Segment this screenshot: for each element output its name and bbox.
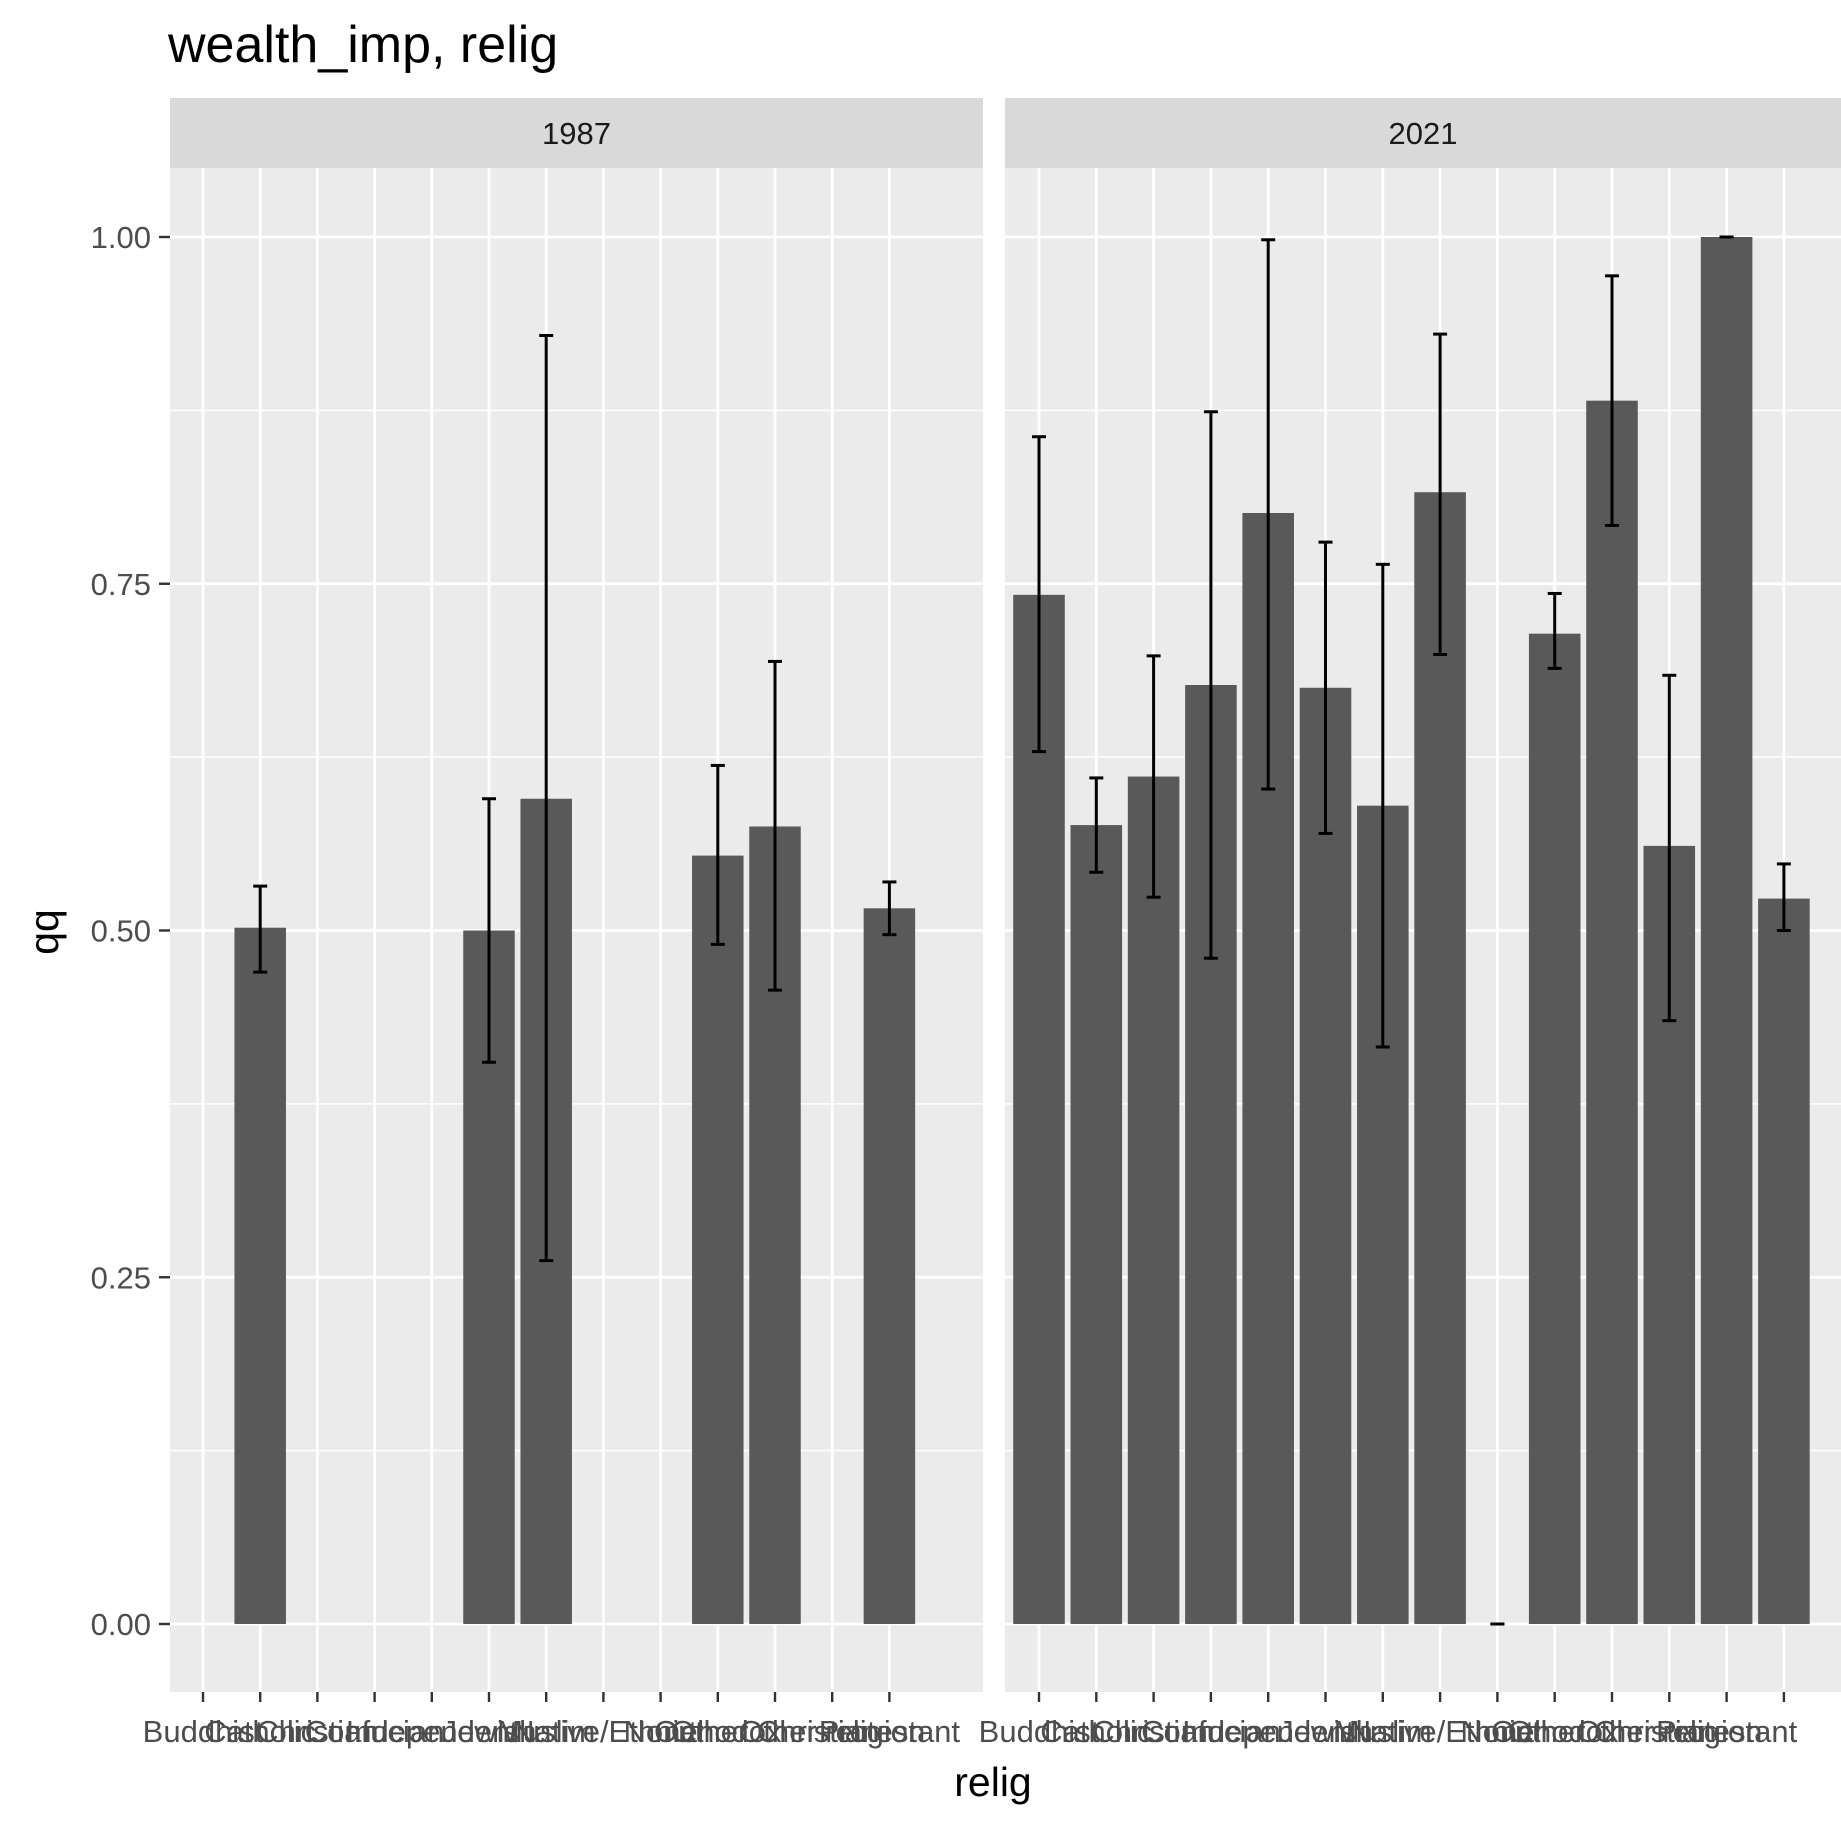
bar-christian — [1127, 776, 1180, 1624]
x-tick-label: Muslim — [1334, 1714, 1432, 1749]
facet-panels: 1987BuddhistCatholicChristianConfucianIn… — [143, 98, 1841, 1749]
x-tick-label: Buddhist — [979, 1714, 1100, 1749]
x-tick-label: Jewish — [442, 1714, 537, 1749]
bar-native-ethnic — [1414, 492, 1466, 1624]
chart-title: wealth_imp, relig — [167, 16, 558, 74]
x-tick-label: Other religion — [1576, 1714, 1762, 1749]
bar-extra — [1758, 898, 1810, 1624]
x-tick-label: Catholic — [204, 1714, 316, 1749]
x-tick-label: Christian — [1092, 1714, 1214, 1749]
x-tick-label: Orthodox — [654, 1714, 782, 1749]
strip-label: 2021 — [1389, 116, 1458, 151]
x-axis-title: relig — [954, 1759, 1031, 1805]
strip-label: 1987 — [542, 116, 611, 151]
y-axis-title: qq — [21, 909, 67, 955]
y-axis: 0.00 0.25 0.50 0.75 1.00 — [91, 220, 170, 1642]
y-tick-label: 0.50 — [91, 914, 151, 949]
bar-protestant — [863, 908, 916, 1624]
x-tick-label: Independent — [1182, 1714, 1355, 1749]
x-tick-label: Confucian — [1141, 1714, 1281, 1749]
x-tick-label: Orthodox — [1491, 1714, 1619, 1749]
y-tick-label: 0.25 — [91, 1260, 151, 1295]
bar-jewish — [1299, 687, 1352, 1624]
bar-protestant — [1700, 237, 1753, 1624]
y-tick-label: 0.00 — [91, 1607, 151, 1642]
bar-orthodox — [692, 855, 744, 1624]
x-tick-label: Independent — [346, 1714, 519, 1749]
x-tick-label: Christian — [256, 1714, 378, 1749]
bar-orthodox — [1528, 633, 1581, 1624]
x-tick-label: Protestant — [1656, 1714, 1798, 1749]
x-tick-label: Jewish — [1278, 1714, 1373, 1749]
panel-2021: 2021 BuddhistCatholicChristianConfucianIn… — [979, 98, 1841, 1749]
bar-catholic — [1070, 825, 1123, 1624]
x-tick-label: Other religion — [739, 1714, 925, 1749]
panel-1987: 1987 BuddhistCatholicChristianConfucianIn… — [143, 98, 983, 1749]
y-tick-label: 0.75 — [91, 567, 151, 602]
y-tick-label: 1.00 — [91, 220, 151, 255]
x-tick-label: Native/Ethnic — [1349, 1714, 1532, 1749]
x-tick-label: None — [1460, 1714, 1534, 1749]
bar-other-christian — [1586, 400, 1638, 1624]
x-tick-label: Other Christian — [1508, 1714, 1716, 1749]
x-tick-label: Muslim — [497, 1714, 595, 1749]
bar-catholic — [234, 927, 286, 1624]
x-tick-label: Catholic — [1040, 1714, 1152, 1749]
x-tick-label: Other Christian — [671, 1714, 879, 1749]
bar-buddhist — [1013, 594, 1065, 1625]
strip-1987 — [170, 98, 983, 168]
x-tick-label: Protestant — [819, 1714, 961, 1749]
strip-2021 — [1005, 98, 1841, 168]
x-tick-label: Confucian — [305, 1714, 445, 1749]
x-tick-label: Buddhist — [143, 1714, 264, 1749]
x-tick-label: Native/Ethnic — [512, 1714, 695, 1749]
x-tick-label: None — [624, 1714, 698, 1749]
